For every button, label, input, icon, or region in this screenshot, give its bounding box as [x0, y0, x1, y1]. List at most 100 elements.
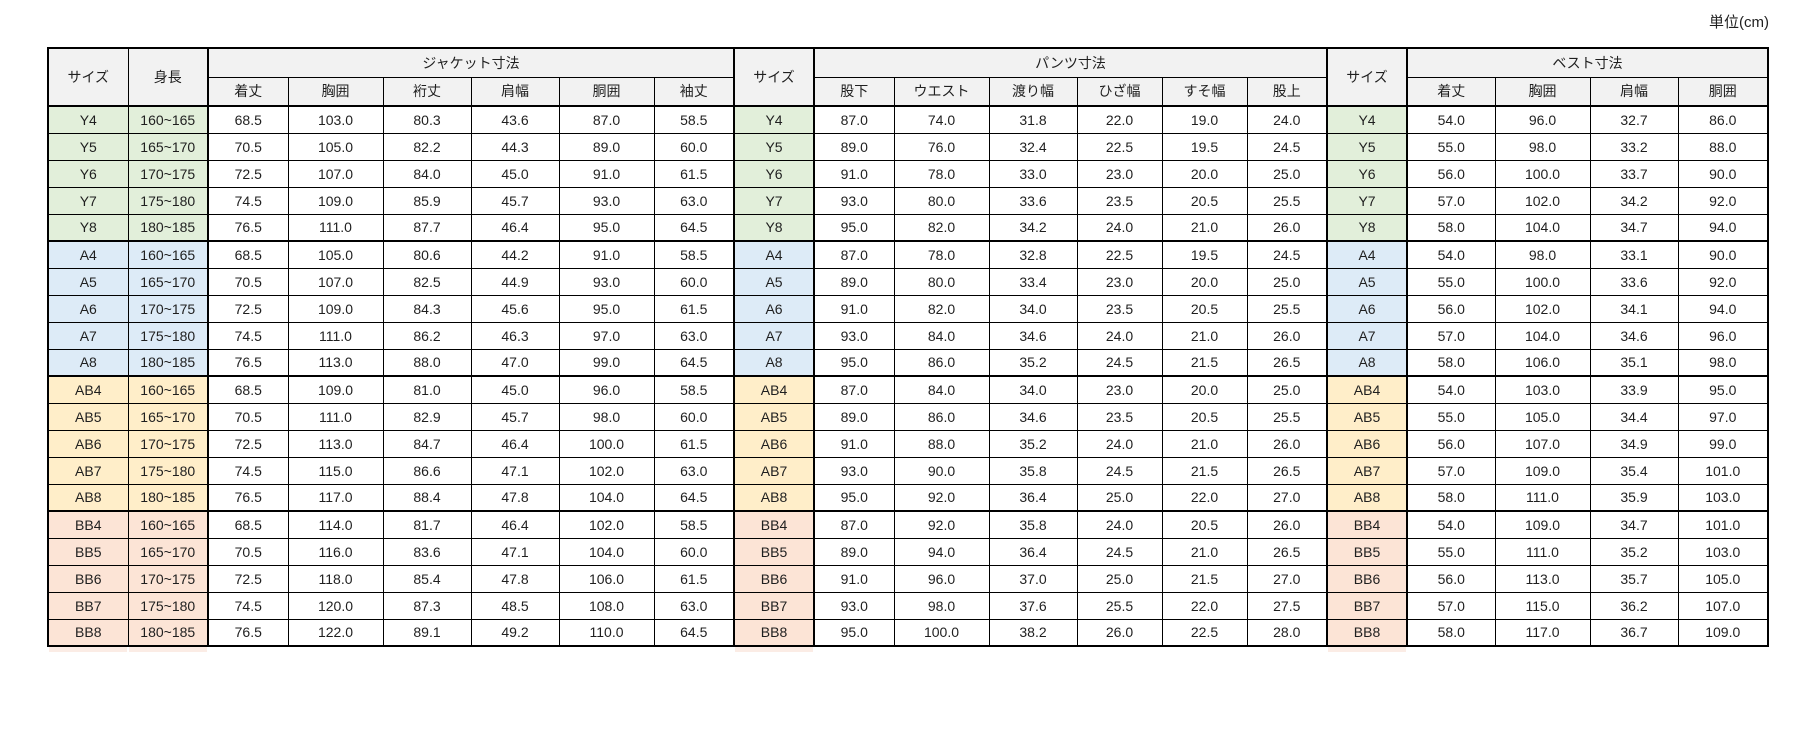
header-vest-col: 胸囲	[1494, 76, 1591, 107]
header-pants-col: 股下	[813, 76, 895, 107]
jacket-value-cell: 45.0	[470, 375, 560, 404]
size-cell: A4	[47, 240, 129, 269]
vest-value-cell: 107.0	[1494, 429, 1591, 458]
pants-value-cell: 26.0	[1246, 213, 1328, 242]
jacket-value-cell: 76.5	[207, 213, 289, 242]
size-cell: A7	[47, 321, 129, 350]
jacket-value-cell: 70.5	[207, 267, 289, 296]
size-cell: AB6	[1326, 429, 1408, 458]
vest-value-cell: 33.1	[1589, 240, 1679, 269]
size-cell: BB5	[733, 537, 815, 566]
size-cell: AB5	[733, 402, 815, 431]
pants-value-cell: 26.0	[1246, 429, 1328, 458]
header-jacket-col: 肩幅	[470, 76, 560, 107]
vest-value-cell: 94.0	[1677, 294, 1769, 323]
pants-value-cell: 94.0	[893, 537, 990, 566]
vest-value-cell: 96.0	[1494, 105, 1591, 134]
jacket-value-cell: 48.5	[470, 591, 560, 620]
pants-value-cell: 80.0	[893, 186, 990, 215]
pants-value-cell: 25.5	[1246, 402, 1328, 431]
header-jacket-col: 着丈	[207, 76, 289, 107]
vest-value-cell: 35.4	[1589, 456, 1679, 485]
pants-value-cell: 87.0	[813, 105, 895, 134]
pants-value-cell: 25.0	[1246, 267, 1328, 296]
height-cell: 160~165	[127, 375, 209, 404]
header-pants-col: すそ幅	[1161, 76, 1248, 107]
jacket-value-cell: 107.0	[287, 159, 384, 188]
vest-value-cell: 90.0	[1677, 240, 1769, 269]
height-cell: 165~170	[127, 267, 209, 296]
header-pants-col: ウエスト	[893, 76, 990, 107]
vest-value-cell: 34.4	[1589, 402, 1679, 431]
header-jacket-group: ジャケット寸法	[207, 47, 735, 78]
vest-value-cell: 99.0	[1677, 429, 1769, 458]
size-cell: AB5	[1326, 402, 1408, 431]
jacket-value-cell: 111.0	[287, 402, 384, 431]
table-row: A6 170~175 72.5 109.0 84.3 45.6 95.0 61.5 A6 91.0…	[47, 294, 1769, 323]
pants-value-cell: 25.5	[1076, 591, 1163, 620]
vest-value-cell: 100.0	[1494, 267, 1591, 296]
vest-value-cell: 88.0	[1677, 132, 1769, 161]
size-cell: Y7	[47, 186, 129, 215]
pants-value-cell: 91.0	[813, 294, 895, 323]
pants-value-cell: 93.0	[813, 591, 895, 620]
vest-value-cell: 57.0	[1406, 321, 1496, 350]
header-jacket-col: 袖丈	[653, 76, 735, 107]
vest-value-cell: 103.0	[1677, 537, 1769, 566]
vest-value-cell: 33.2	[1589, 132, 1679, 161]
size-cell: AB8	[733, 483, 815, 512]
header-jacket-col: 裄丈	[382, 76, 472, 107]
jacket-value-cell: 70.5	[207, 132, 289, 161]
jacket-value-cell: 81.0	[382, 375, 472, 404]
jacket-value-cell: 63.0	[653, 456, 735, 485]
jacket-value-cell: 44.9	[470, 267, 560, 296]
vest-value-cell: 57.0	[1406, 186, 1496, 215]
jacket-value-cell: 70.5	[207, 402, 289, 431]
vest-value-cell: 95.0	[1677, 375, 1769, 404]
header-vest-col: 胴囲	[1677, 76, 1769, 107]
header-jacket-col: 胴囲	[558, 76, 655, 107]
table-row: BB4 160~165 68.5 114.0 81.7 46.4 102.0 58.5 BB4 8…	[47, 510, 1769, 539]
jacket-value-cell: 93.0	[558, 186, 655, 215]
jacket-value-cell: 84.3	[382, 294, 472, 323]
jacket-value-cell: 60.0	[653, 537, 735, 566]
jacket-value-cell: 105.0	[287, 132, 384, 161]
pants-value-cell: 22.5	[1161, 618, 1248, 647]
height-cell: 170~175	[127, 429, 209, 458]
jacket-value-cell: 93.0	[558, 267, 655, 296]
pants-value-cell: 26.5	[1246, 537, 1328, 566]
jacket-value-cell: 44.2	[470, 240, 560, 269]
pants-value-cell: 95.0	[813, 618, 895, 647]
vest-value-cell: 57.0	[1406, 591, 1496, 620]
pants-value-cell: 25.5	[1246, 186, 1328, 215]
size-cell: Y8	[47, 213, 129, 242]
jacket-value-cell: 96.0	[558, 375, 655, 404]
jacket-value-cell: 64.5	[653, 213, 735, 242]
jacket-value-cell: 70.5	[207, 537, 289, 566]
size-cell: Y7	[1326, 186, 1408, 215]
jacket-value-cell: 111.0	[287, 213, 384, 242]
jacket-value-cell: 113.0	[287, 348, 384, 377]
vest-value-cell: 101.0	[1677, 456, 1769, 485]
pants-value-cell: 95.0	[813, 348, 895, 377]
jacket-value-cell: 109.0	[287, 186, 384, 215]
pants-value-cell: 23.5	[1076, 186, 1163, 215]
jacket-value-cell: 89.1	[382, 618, 472, 647]
size-cell: BB8	[1326, 618, 1408, 647]
pants-value-cell: 88.0	[893, 429, 990, 458]
jacket-value-cell: 83.6	[382, 537, 472, 566]
jacket-value-cell: 60.0	[653, 132, 735, 161]
vest-value-cell: 90.0	[1677, 159, 1769, 188]
jacket-value-cell: 118.0	[287, 564, 384, 593]
height-cell: 180~185	[127, 348, 209, 377]
jacket-value-cell: 82.5	[382, 267, 472, 296]
jacket-value-cell: 91.0	[558, 159, 655, 188]
jacket-value-cell: 72.5	[207, 564, 289, 593]
pants-value-cell: 22.5	[1076, 240, 1163, 269]
pants-value-cell: 34.2	[988, 213, 1078, 242]
size-cell: Y5	[1326, 132, 1408, 161]
size-cell: Y5	[47, 132, 129, 161]
pants-value-cell: 82.0	[893, 213, 990, 242]
table-body: Y4 160~165 68.5 103.0 80.3 43.6 87.0 58.5 Y4 87.0…	[47, 105, 1769, 647]
pants-value-cell: 31.8	[988, 105, 1078, 134]
